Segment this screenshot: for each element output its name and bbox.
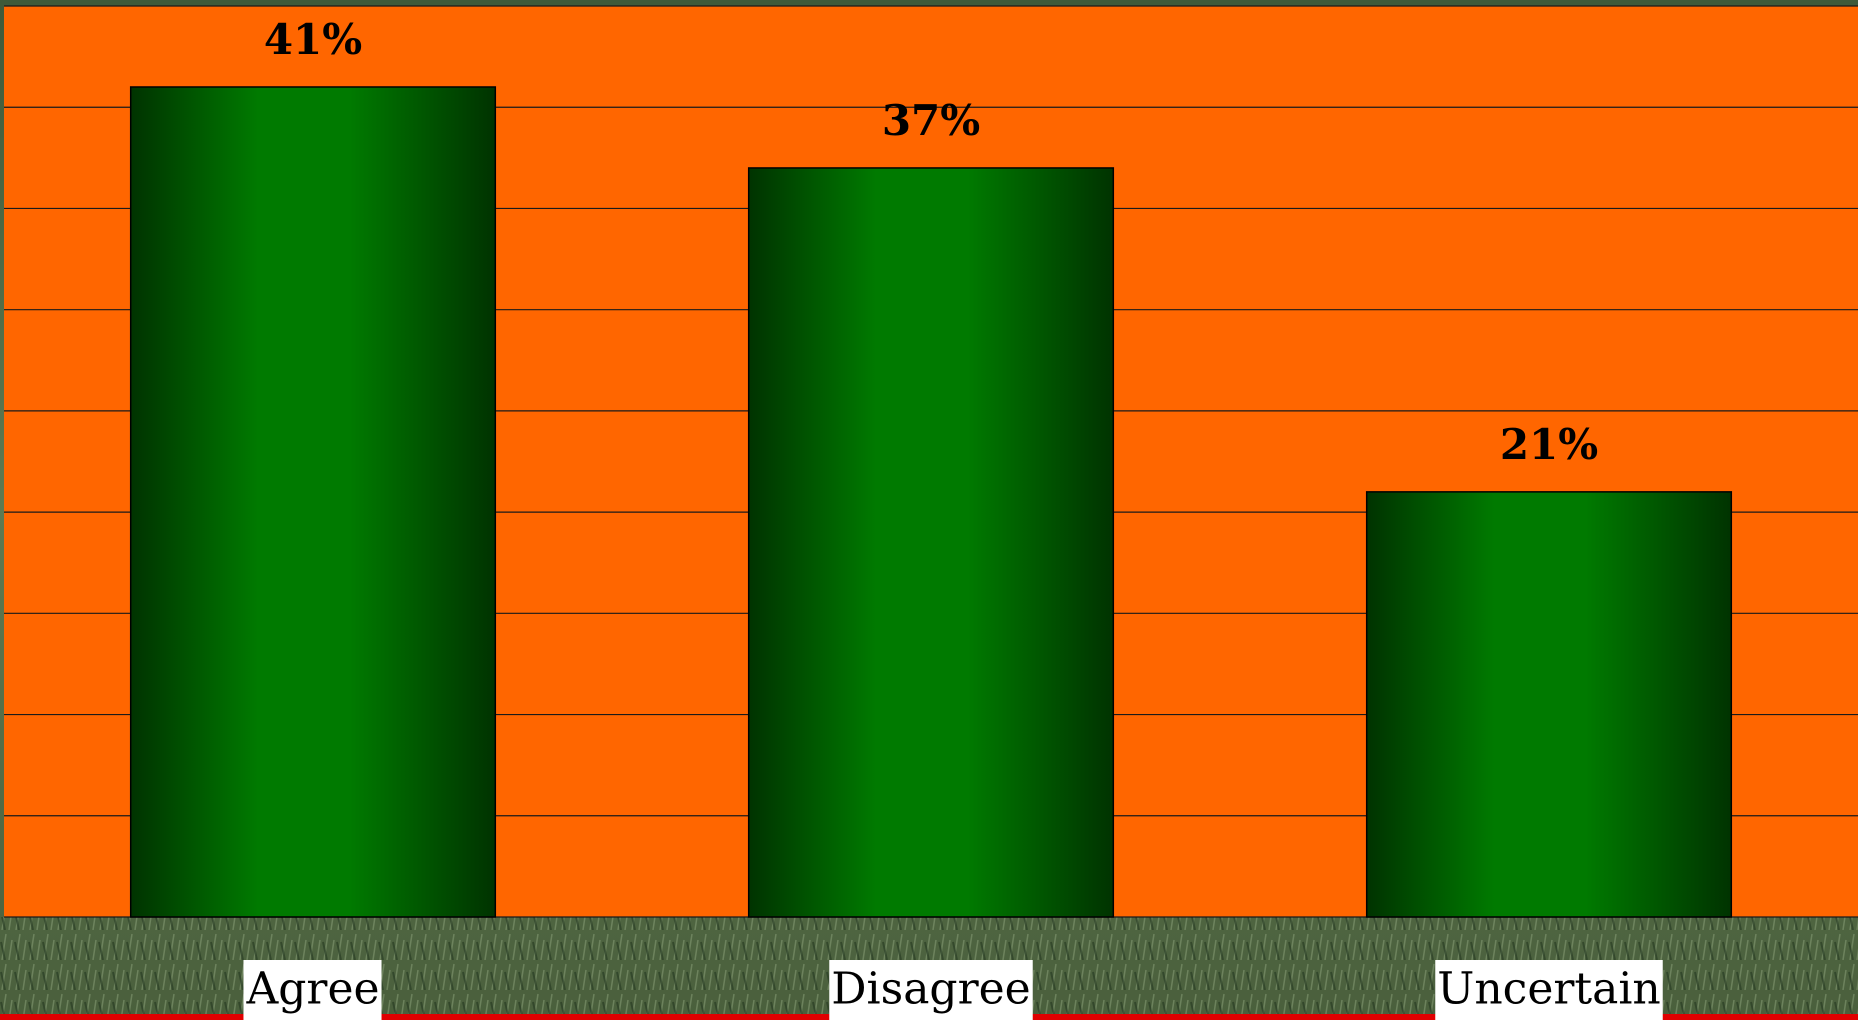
bar	[129, 86, 497, 918]
value-label: 21%	[1500, 420, 1598, 469]
value-label: 41%	[264, 15, 362, 64]
x-tick-label: Agree	[245, 964, 379, 1015]
label-box	[1435, 960, 1663, 1020]
x-tick-label: Uncertain	[1437, 964, 1660, 1015]
bar	[747, 167, 1115, 918]
x-tick-label: Disagree	[831, 964, 1030, 1015]
label-box	[829, 960, 1033, 1020]
value-label: 37%	[882, 96, 980, 145]
bar	[1365, 491, 1733, 918]
label-box	[243, 960, 382, 1020]
